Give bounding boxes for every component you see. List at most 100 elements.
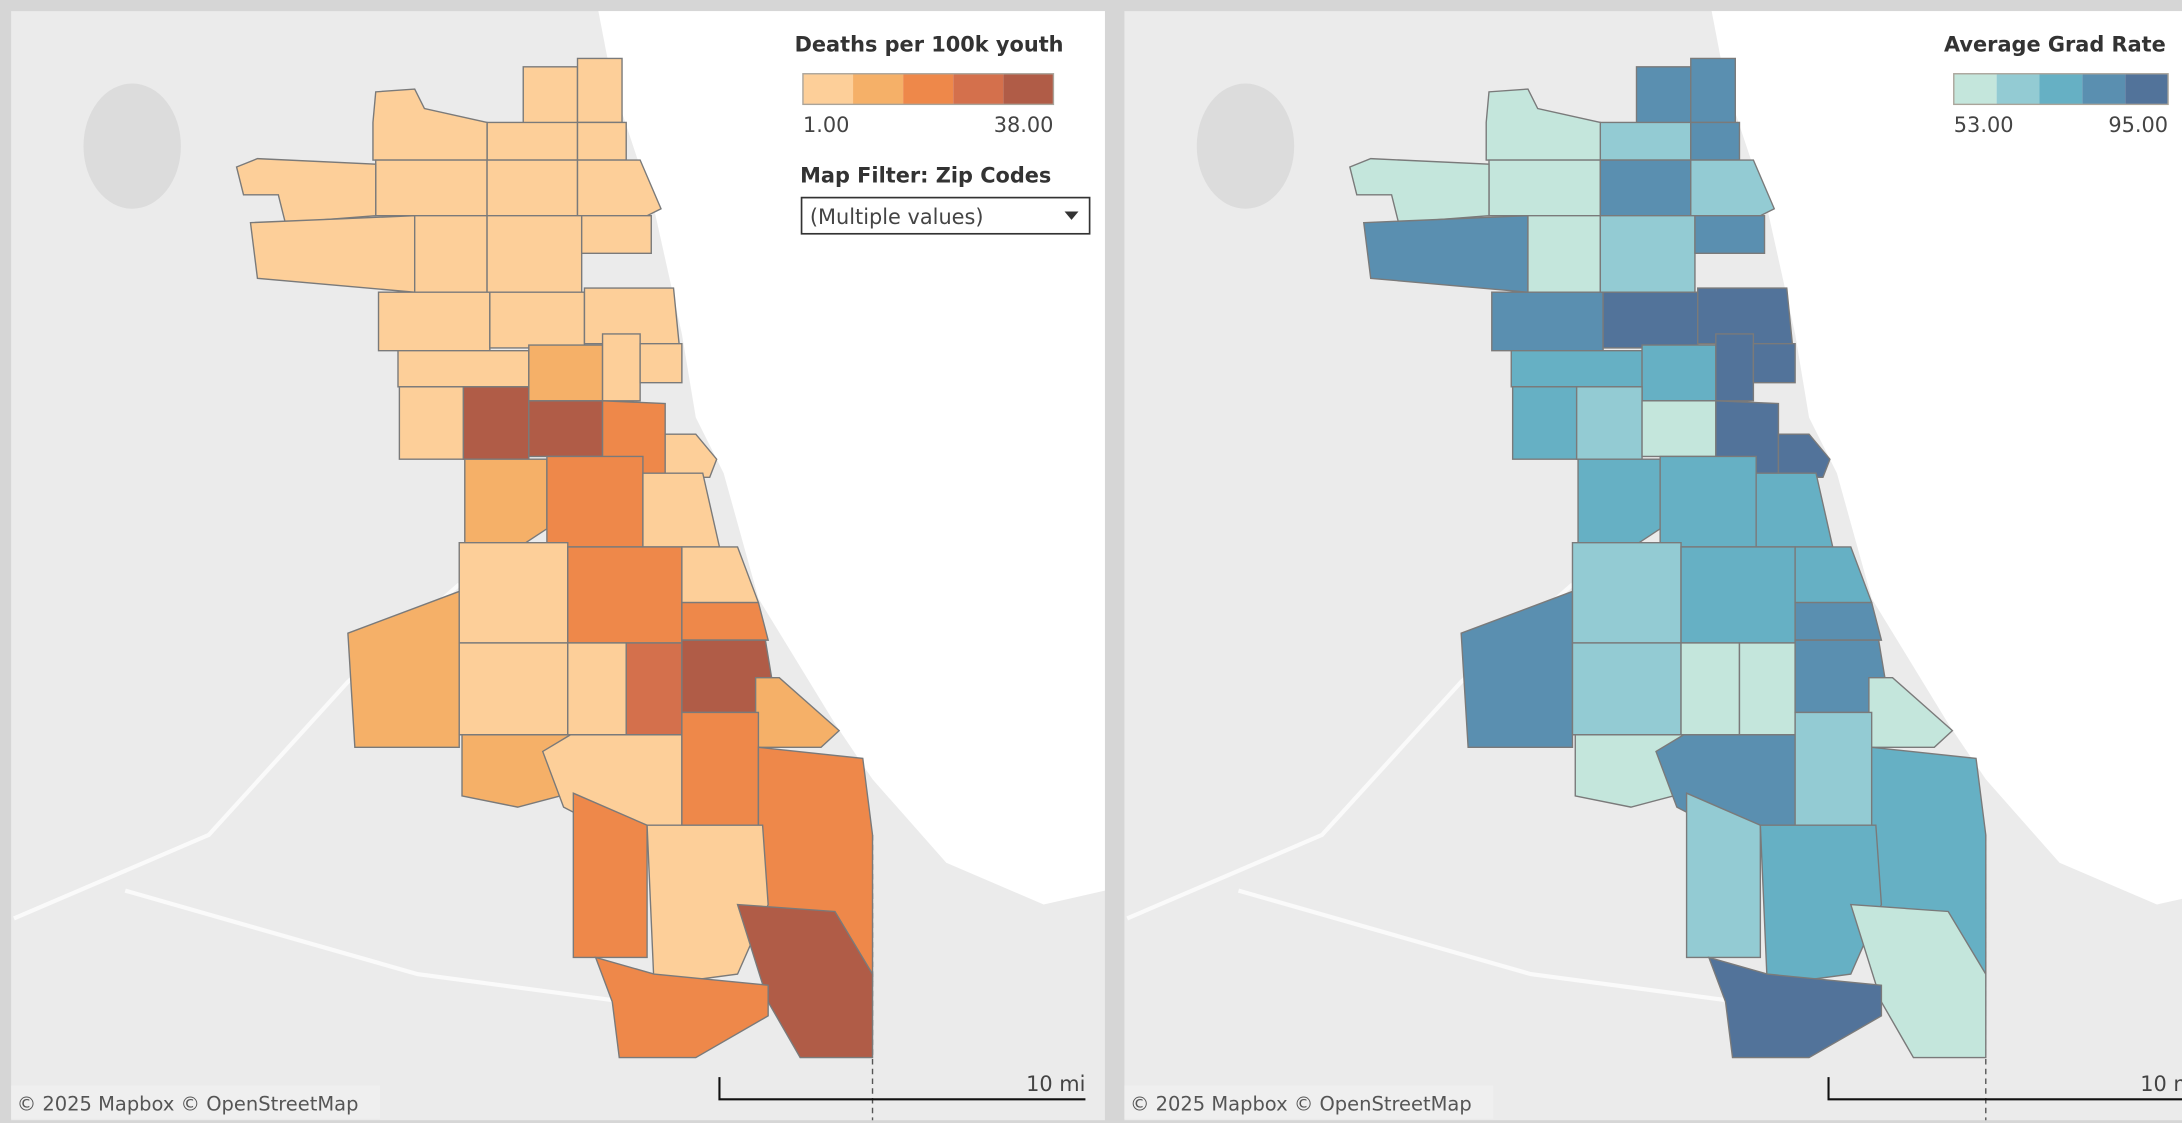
zip-region[interactable]	[1488, 159, 1602, 217]
right-attribution[interactable]: © 2025 Mapbox © OpenStreetMap	[1130, 1092, 1472, 1115]
left-road	[124, 888, 627, 1005]
legend-border	[1953, 73, 2169, 106]
legend-swatch	[2039, 73, 2083, 105]
deaths-legend-min: 1.00	[803, 113, 849, 137]
zip-region[interactable]	[1527, 214, 1602, 293]
zip-region[interactable]	[1752, 343, 1796, 384]
zip-region[interactable]	[347, 590, 460, 748]
legend-border	[802, 73, 1055, 106]
zip-region[interactable]	[528, 344, 604, 402]
zip-region[interactable]	[486, 159, 579, 217]
grad-legend-title: Average Grad Rate	[1944, 32, 2166, 56]
zip-region[interactable]	[1794, 601, 1883, 641]
zip-region[interactable]	[576, 159, 662, 217]
zip-region[interactable]	[1599, 214, 1696, 293]
right-forest	[1196, 83, 1295, 209]
legend-swatch	[903, 73, 954, 105]
zip-region[interactable]	[594, 956, 769, 1059]
zip-region[interactable]	[1575, 386, 1643, 460]
legend-swatch	[2082, 73, 2126, 105]
zip-region[interactable]	[397, 349, 530, 388]
zip-region[interactable]	[1460, 590, 1574, 748]
zip-region[interactable]	[1571, 542, 1682, 644]
legend-swatch	[1996, 73, 2040, 105]
zip-region[interactable]	[1715, 333, 1755, 402]
legend-swatch	[853, 73, 904, 105]
zip-region[interactable]	[1707, 956, 1883, 1059]
zip-region[interactable]	[1794, 711, 1873, 826]
zip-region[interactable]	[1641, 344, 1717, 402]
deaths-map-panel[interactable]	[11, 11, 1105, 1121]
left-scale-bar: 10 mi	[718, 1072, 1085, 1101]
zip-region[interactable]	[681, 711, 760, 826]
legend-swatch	[2125, 73, 2169, 105]
zip-region[interactable]	[458, 642, 569, 736]
deaths-legend-max: 38.00	[994, 113, 1054, 137]
zip-region[interactable]	[1635, 66, 1692, 126]
zip-region[interactable]	[576, 121, 627, 161]
grad-legend-min: 53.00	[1954, 113, 2014, 137]
zip-region[interactable]	[528, 400, 604, 458]
zip-region[interactable]	[1738, 642, 1796, 736]
zip-region[interactable]	[1680, 546, 1796, 644]
zip-region[interactable]	[1510, 349, 1643, 388]
chevron-down-icon	[1064, 211, 1079, 220]
zip-region[interactable]	[625, 642, 683, 736]
grad-color-legend	[1953, 73, 2169, 106]
right-lake-michigan	[1711, 11, 2182, 905]
zip-region[interactable]	[572, 792, 648, 959]
zip-region[interactable]	[462, 386, 530, 460]
zip-region[interactable]	[458, 542, 569, 644]
zip-region[interactable]	[664, 433, 718, 479]
grad-rate-map-panel[interactable]	[1124, 11, 2182, 1121]
zip-region[interactable]	[1694, 214, 1766, 254]
zip-region[interactable]	[1599, 121, 1692, 161]
zip-region[interactable]	[1690, 57, 1736, 124]
left-forest	[83, 83, 181, 209]
zip-filter-dropdown[interactable]: (Multiple values)	[800, 196, 1091, 235]
zip-region[interactable]	[1659, 455, 1757, 548]
zip-region[interactable]	[1690, 121, 1741, 161]
zip-region[interactable]	[377, 291, 491, 352]
zip-region[interactable]	[576, 57, 623, 124]
zip-region[interactable]	[546, 455, 644, 548]
zip-region[interactable]	[580, 214, 652, 254]
zip-filter-value: (Multiple values)	[810, 205, 984, 229]
legend-swatch	[802, 73, 854, 105]
zip-region[interactable]	[522, 66, 579, 126]
left-attribution[interactable]: © 2025 Mapbox © OpenStreetMap	[17, 1092, 359, 1115]
zip-region[interactable]	[375, 159, 488, 217]
zip-region[interactable]	[567, 642, 627, 736]
zip-region[interactable]	[1602, 291, 1699, 349]
zip-region[interactable]	[1491, 291, 1604, 352]
legend-swatch	[1003, 73, 1054, 105]
zip-filter-label: Map Filter: Zip Codes	[800, 163, 1051, 187]
legend-swatch	[953, 73, 1004, 105]
zip-region[interactable]	[413, 214, 488, 293]
zip-region[interactable]	[1599, 159, 1692, 217]
left-scale-label: 10 mi	[1026, 1072, 1085, 1096]
legend-swatch	[1953, 73, 1997, 105]
zip-region[interactable]	[398, 386, 465, 460]
right-scale-label: 10 mi	[2140, 1072, 2182, 1096]
right-scale-bar: 10 mi	[1827, 1072, 2182, 1101]
deaths-color-legend	[802, 73, 1055, 106]
zip-region[interactable]	[1680, 642, 1741, 736]
zip-region[interactable]	[601, 333, 641, 402]
zip-region[interactable]	[1690, 159, 1776, 217]
zip-region[interactable]	[567, 546, 683, 644]
zip-region[interactable]	[489, 291, 586, 349]
zip-region[interactable]	[1511, 386, 1578, 460]
zip-region[interactable]	[639, 343, 683, 384]
zip-region[interactable]	[1685, 792, 1762, 959]
zip-region[interactable]	[486, 121, 579, 161]
deaths-legend-title: Deaths per 100k youth	[795, 32, 1064, 56]
zip-region[interactable]	[681, 601, 770, 641]
grad-legend-max: 95.00	[2108, 113, 2168, 137]
zip-region[interactable]	[1571, 642, 1682, 736]
zip-region[interactable]	[1777, 433, 1831, 479]
right-road	[1237, 888, 1740, 1005]
zip-region[interactable]	[486, 214, 583, 293]
zip-region[interactable]	[1641, 400, 1717, 458]
